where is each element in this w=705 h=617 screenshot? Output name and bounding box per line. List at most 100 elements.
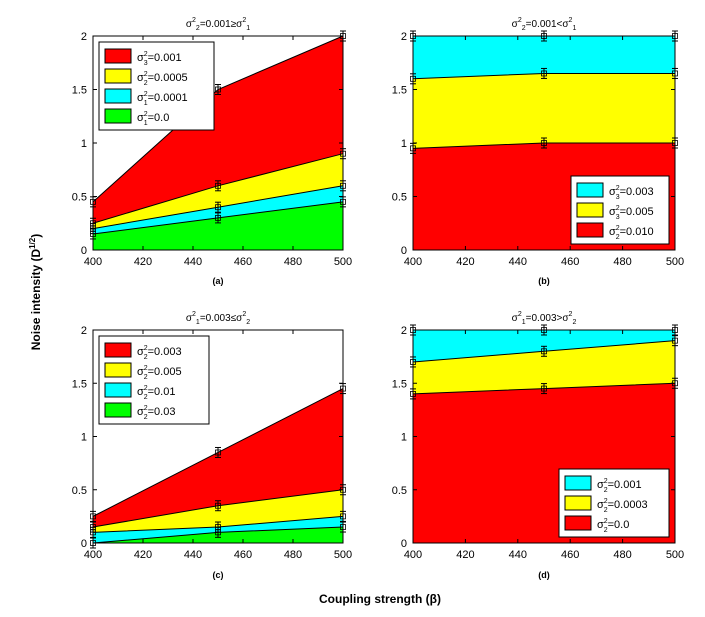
panels: 400 420 440 460 480 500 0 0.5 1 1.5 2 σ22=0.001≥σ21… xyxy=(72,17,684,580)
legend: σ2 3=0.001 σ2 2=0.0005 σ2 1=0.0001 σ2 1=0.0 xyxy=(98,41,215,131)
data-marker xyxy=(215,86,221,93)
y-tick-label: 1.5 xyxy=(392,378,407,390)
y-tick-label: 0 xyxy=(401,538,407,550)
x-tick-label: 460 xyxy=(234,549,252,561)
error-bar xyxy=(215,446,221,458)
x-tick-label: 460 xyxy=(234,256,252,268)
legend: σ2 2=0.003 σ2 2=0.005 σ2 2=0.01 σ2 2=0.03 xyxy=(98,335,210,425)
y-tick-label: 1 xyxy=(401,432,407,444)
legend: σ2 3=0.003 σ2 3=0.005 σ2 2=0.010 xyxy=(570,175,670,245)
data-marker xyxy=(541,385,547,392)
panel-label: (b) xyxy=(538,276,550,286)
legend-swatch-red xyxy=(104,48,132,64)
legend-entry: σ2 2=0.001 xyxy=(597,478,642,494)
legend-swatch-yellow xyxy=(104,68,132,84)
panel-b: 400 420 440 460 480 500 0 0.5 1 1.5 2 σ22=0.001<σ21… xyxy=(392,17,684,286)
panel-title: σ22=0.001≥σ21 xyxy=(186,17,250,32)
x-tick-label: 500 xyxy=(666,549,684,561)
error-bar xyxy=(215,84,221,95)
error-bar xyxy=(541,383,547,395)
error-bar xyxy=(541,67,547,79)
x-tick-label: 420 xyxy=(134,549,152,561)
error-bar xyxy=(215,500,221,512)
y-axis-label-sup: 1/2 xyxy=(28,237,37,249)
panel-a: 400 420 440 460 480 500 0 0.5 1 1.5 2 σ22=0.001≥σ21… xyxy=(72,17,352,286)
area-band-yellow xyxy=(413,73,675,149)
y-tick-label: 1.5 xyxy=(72,85,87,97)
legend-swatch-cyan xyxy=(576,182,604,198)
legend-swatch-yellow xyxy=(576,202,604,218)
legend: σ2 2=0.001 σ2 2=0.0003 σ2 2=0.0 xyxy=(558,468,670,538)
legend-entry: σ2 2=0.03 xyxy=(137,405,175,421)
panel-title: σ21=0.003≤σ22 xyxy=(186,311,250,326)
y-tick-label: 1.5 xyxy=(72,378,87,390)
data-marker xyxy=(215,449,221,456)
x-tick-label: 480 xyxy=(613,549,631,561)
y-tick-label: 0 xyxy=(401,245,407,257)
data-marker xyxy=(215,204,221,211)
data-marker xyxy=(541,140,547,146)
x-tick-label: 440 xyxy=(184,549,202,561)
error-bar xyxy=(541,345,547,357)
x-tick-label: 400 xyxy=(84,256,102,268)
legend-entry: σ2 2=0.0 xyxy=(597,518,629,534)
y-tick-label: 1 xyxy=(401,138,407,150)
y-axis-label: Noise intensity (D1/2) xyxy=(28,234,43,350)
legend-swatch-cyan xyxy=(564,475,592,491)
legend-swatch-green xyxy=(104,402,132,418)
legend-entry: σ2 2=0.01 xyxy=(137,385,175,401)
area-band-yellow xyxy=(413,340,675,394)
y-tick-label: 1 xyxy=(81,432,87,444)
legend-entry: σ2 2=0.003 xyxy=(137,345,182,361)
data-marker xyxy=(215,529,221,536)
x-axis-label: Coupling strength (β) xyxy=(319,592,441,606)
data-marker xyxy=(541,70,547,77)
y-tick-label: 0.5 xyxy=(392,485,407,497)
legend-swatch-red xyxy=(104,342,132,358)
y-tick-label: 1 xyxy=(81,138,87,150)
legend-entry: σ2 1=0.0 xyxy=(137,111,169,127)
x-tick-label: 440 xyxy=(509,256,527,268)
y-tick-label: 0.5 xyxy=(72,485,87,497)
x-tick-label: 400 xyxy=(404,549,422,561)
x-tick-label: 440 xyxy=(509,549,527,561)
y-tick-label: 2 xyxy=(81,31,87,43)
y-tick-label: 1.5 xyxy=(392,85,407,97)
x-tick-label: 480 xyxy=(284,549,302,561)
legend-swatch-yellow xyxy=(564,495,592,511)
y-axis-label-close: ) xyxy=(29,234,43,238)
legend-swatch-cyan xyxy=(104,382,132,398)
legend-entry: σ2 3=0.003 xyxy=(609,185,654,201)
y-tick-label: 2 xyxy=(401,31,407,43)
y-tick-label: 0.5 xyxy=(72,192,87,204)
legend-swatch-red xyxy=(564,515,592,531)
legend-entry: σ2 2=0.005 xyxy=(137,365,182,381)
y-tick-label: 2 xyxy=(401,325,407,337)
legend-entry: σ2 2=0.0005 xyxy=(137,71,188,87)
x-tick-label: 420 xyxy=(134,256,152,268)
area-band-red xyxy=(93,36,343,224)
x-tick-label: 480 xyxy=(284,256,302,268)
data-marker xyxy=(541,348,547,355)
data-marker xyxy=(215,182,221,189)
legend-entry: σ2 2=0.0003 xyxy=(597,498,648,514)
error-bar xyxy=(215,201,221,213)
data-marker xyxy=(215,214,221,221)
legend-swatch-yellow xyxy=(104,362,132,378)
legend-swatch-red xyxy=(576,222,604,238)
y-tick-label: 0 xyxy=(81,538,87,550)
y-tick-label: 2 xyxy=(81,325,87,337)
panel-title: σ21=0.003>σ22 xyxy=(512,311,577,326)
y-axis-label-main: Noise intensity (D xyxy=(29,249,43,351)
panel-c: 400 420 440 460 480 500 0 0.5 1 1.5 2 σ21=0.003≤σ22… xyxy=(72,311,352,580)
legend-entry: σ2 2=0.010 xyxy=(609,225,654,241)
x-tick-label: 480 xyxy=(613,256,631,268)
panel-label: (a) xyxy=(213,276,224,286)
y-tick-label: 0 xyxy=(81,245,87,257)
error-bar xyxy=(541,137,547,149)
legend-swatch-green xyxy=(104,108,132,124)
x-tick-label: 460 xyxy=(561,549,579,561)
area-band-green xyxy=(93,201,343,250)
x-tick-label: 440 xyxy=(184,256,202,268)
